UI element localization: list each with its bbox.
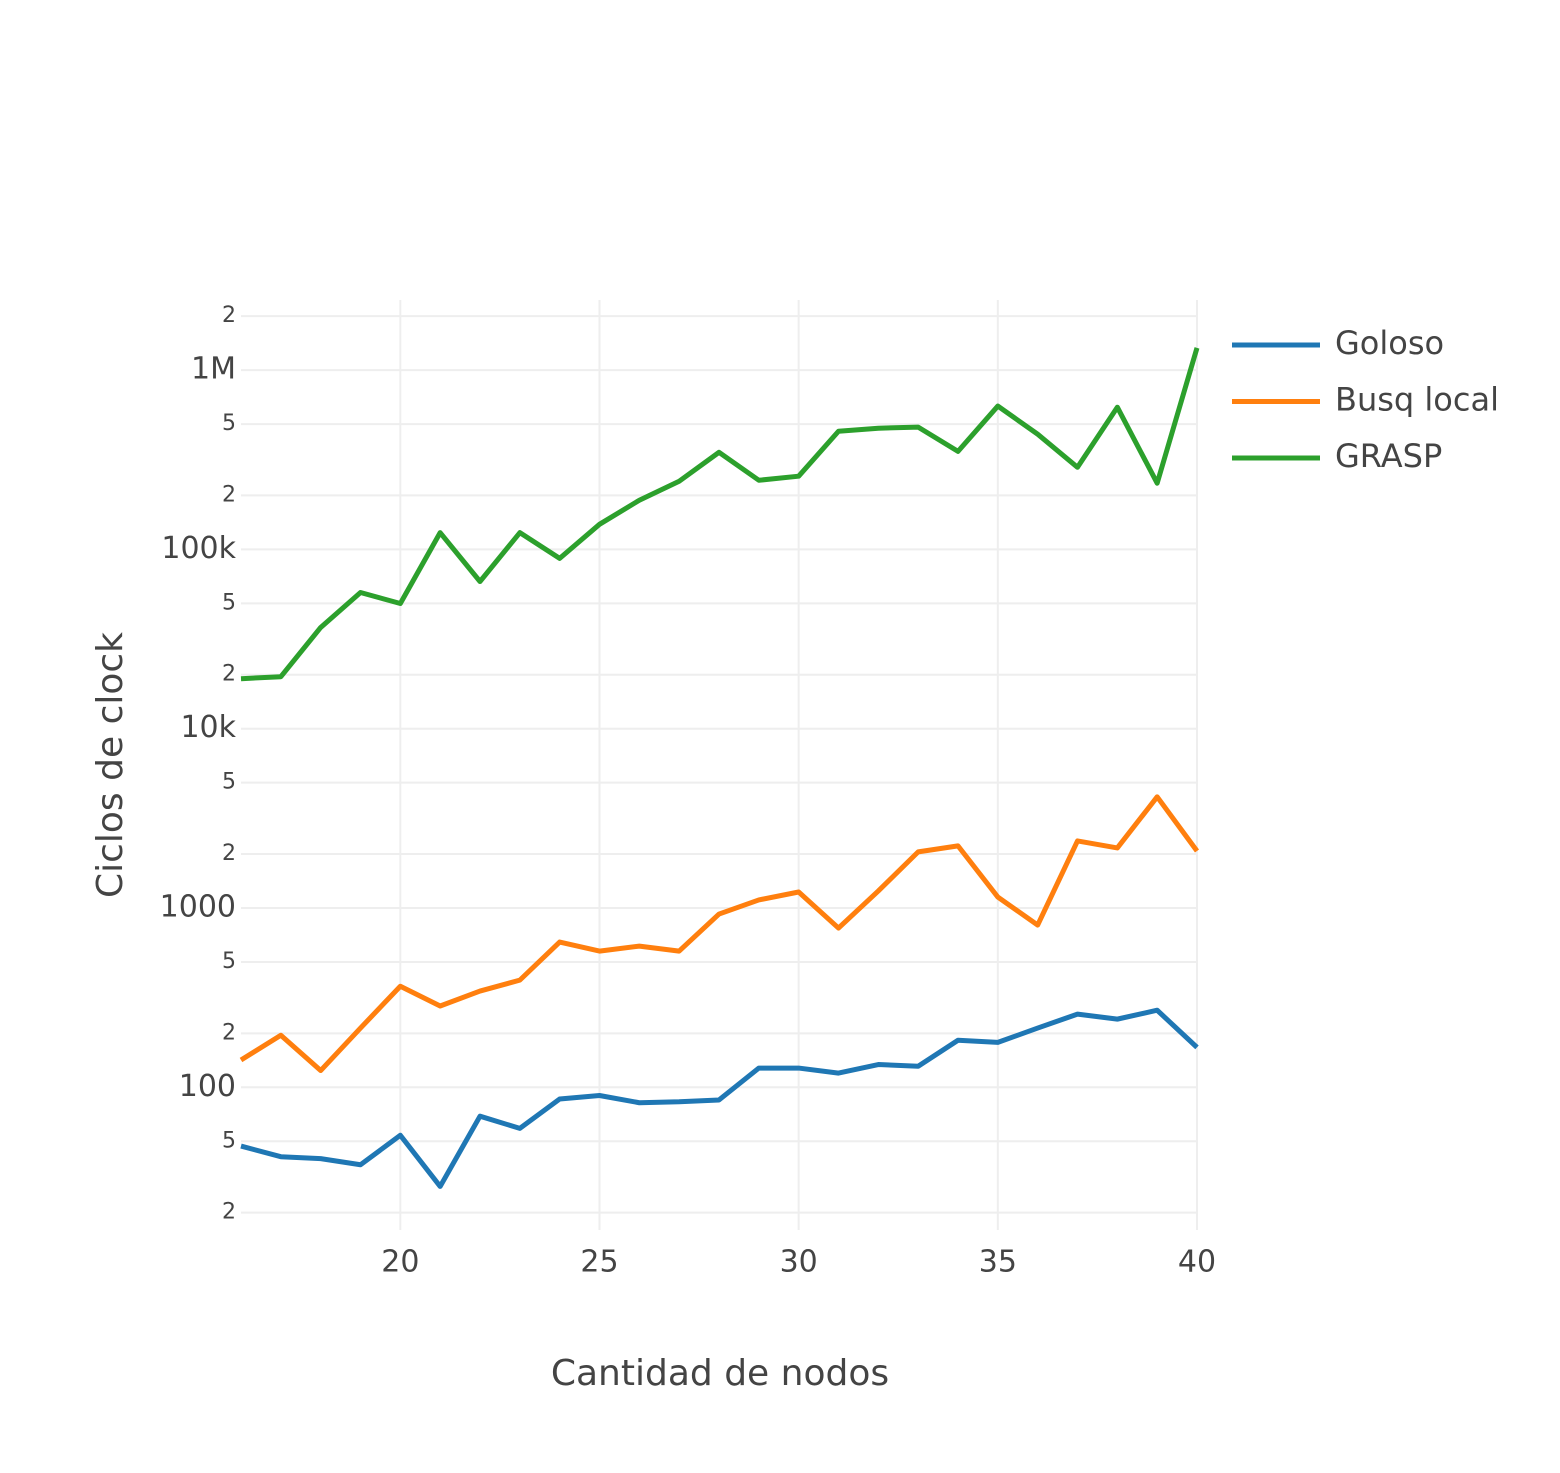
x-tick-label: 20 bbox=[381, 1245, 419, 1280]
y-tick-label: 2 bbox=[222, 662, 236, 687]
y-axis-label: Ciclos de clock bbox=[90, 632, 131, 898]
y-tick-label: 5 bbox=[222, 1128, 236, 1153]
y-tick-label: 1M bbox=[191, 352, 236, 387]
y-tick-label: 100k bbox=[161, 531, 236, 566]
legend-label: GRASP bbox=[1335, 437, 1442, 475]
y-tick-label: 5 bbox=[222, 411, 236, 436]
y-tick-label: 2 bbox=[222, 1020, 236, 1045]
x-tick-label: 30 bbox=[780, 1245, 818, 1280]
y-tick-label: 2 bbox=[222, 482, 236, 507]
y-tick-label: 5 bbox=[222, 590, 236, 615]
x-tick-label: 40 bbox=[1178, 1245, 1216, 1280]
x-tick-label: 35 bbox=[979, 1245, 1017, 1280]
y-tick-label: 2 bbox=[222, 841, 236, 866]
y-tick-label: 10k bbox=[180, 710, 236, 745]
x-tick-label: 25 bbox=[580, 1245, 618, 1280]
series-line bbox=[240, 1007, 1199, 1189]
x-axis-label: Cantidad de nodos bbox=[551, 1353, 889, 1394]
legend-label: Goloso bbox=[1335, 324, 1444, 362]
series-line bbox=[239, 794, 1200, 1074]
y-tick-label: 100 bbox=[179, 1069, 236, 1104]
y-tick-label: 5 bbox=[222, 949, 236, 974]
y-tick-label: 2 bbox=[222, 303, 236, 328]
y-tick-label: 1000 bbox=[160, 889, 236, 924]
y-tick-label: 5 bbox=[222, 770, 236, 795]
legend-label: Busq local bbox=[1335, 381, 1499, 419]
series-line bbox=[240, 347, 1200, 682]
y-tick-label: 2 bbox=[222, 1200, 236, 1225]
